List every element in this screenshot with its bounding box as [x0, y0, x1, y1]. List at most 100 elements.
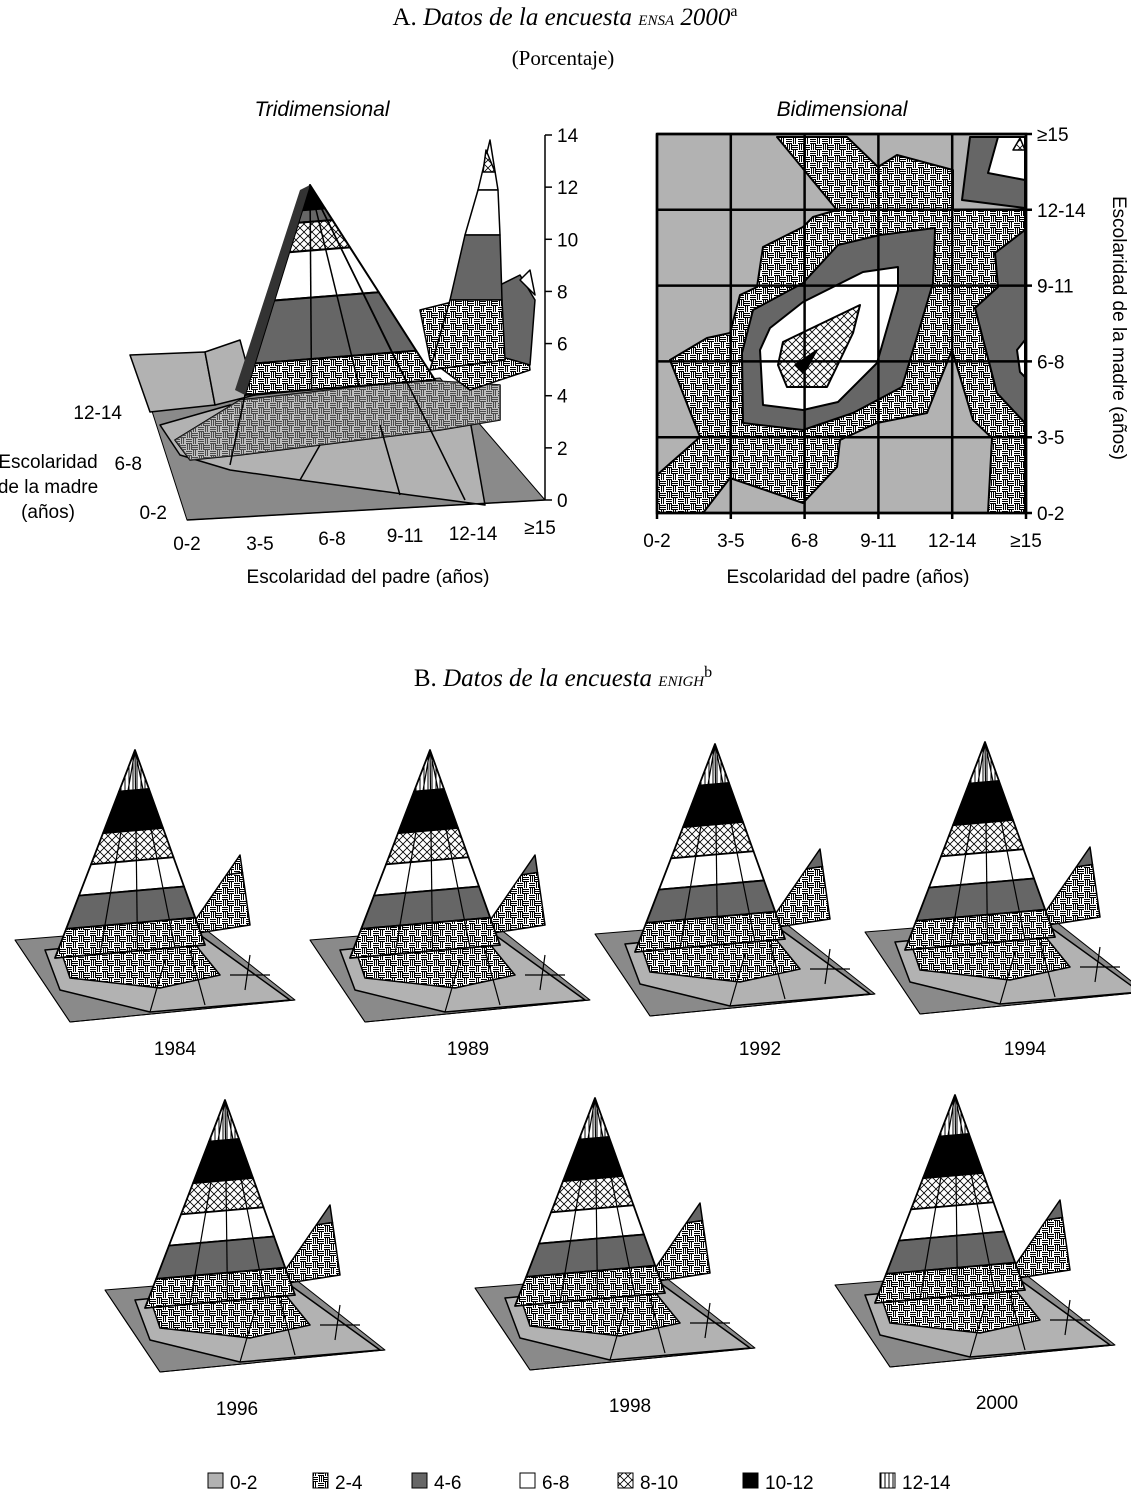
z-tick-label: 14 [557, 126, 579, 147]
plot-band-10-12 [397, 788, 459, 835]
plot-mesh-line [824, 948, 831, 985]
plot-band-10-12 [922, 1133, 984, 1180]
plot-mesh-line [334, 1304, 341, 1341]
plot-band-2-4 [54, 916, 206, 959]
enigh-surfaces: 1984 1989 1992 1994 1996 1998 2000 [14, 741, 1131, 1420]
legend-swatch-0-2 [207, 1472, 224, 1489]
plot-band-2-4 [274, 1221, 341, 1286]
plot-band-2-4 [644, 1219, 711, 1284]
plot-axis [104, 1289, 161, 1373]
plot-mesh-line [189, 949, 206, 1006]
y-tick-label: 12-14 [73, 403, 122, 424]
plot-band [315, 1204, 334, 1226]
legend-label: 10-12 [765, 1473, 814, 1493]
y-tick-label: 0-2 [140, 503, 167, 524]
plot-mesh-line [134, 749, 139, 951]
x-tick-label: 9-11 [387, 526, 424, 547]
plot-year-label: 1984 [154, 1039, 197, 1060]
plot-axis [364, 999, 591, 1023]
y-axis-label-3d-line3: (años) [21, 502, 75, 523]
plot-mesh-line [954, 1094, 996, 1293]
surface-band-6-8 [464, 189, 501, 236]
tridimensional-surface: 14 12 10 8 6 4 2 0 0-2 3-5 6-8 9-11 12-14 ≥15 12-14 6-8… [73, 126, 578, 555]
plot-mesh-line [679, 743, 716, 949]
plot-axis [474, 1287, 531, 1371]
plot-band-10-12 [102, 788, 164, 835]
plot-band-2-4 [874, 1261, 1026, 1304]
surface-shade [235, 185, 310, 395]
plot-mesh-line [279, 1299, 296, 1356]
plot-axis [864, 931, 921, 1015]
plot-band-2-4 [904, 908, 1056, 951]
plot-axis [14, 939, 71, 1023]
surface-patch-0-2 [129, 351, 216, 413]
enigh-plot [14, 749, 296, 1023]
enigh-plot [474, 1097, 756, 1371]
plot-mesh-line [609, 1307, 626, 1361]
legend-label: 4-6 [434, 1473, 461, 1493]
x-tick-label: 9-11 [860, 531, 897, 552]
surface-mesh-line [379, 424, 401, 496]
plot-mesh-line [149, 959, 166, 1013]
y-tick-label: 0-2 [1037, 504, 1064, 525]
legend-swatch-10-12 [742, 1472, 759, 1489]
plot-mesh-line [969, 1304, 986, 1358]
y-tick-label: 9-11 [1037, 277, 1074, 298]
enigh-plot [834, 1094, 1116, 1368]
plot-band-2-4 [144, 1266, 296, 1309]
plot-band-2-4 [1034, 863, 1101, 928]
legend-swatch-2-4 [312, 1472, 329, 1489]
surface-mesh-line [229, 394, 246, 466]
panel-b-title: B. Datos de la encuesta ENIGHb [414, 664, 712, 692]
panel-a-title: A. Datos de la encuesta ENSA 2000a [393, 3, 738, 31]
plot-mesh-line [239, 1309, 256, 1363]
enigh-plot [594, 743, 876, 1017]
plot-band-2-4 [479, 871, 546, 936]
plot-mesh-line [484, 949, 501, 1006]
z-tick-label: 0 [557, 491, 568, 512]
enigh-plot [104, 1099, 386, 1373]
surface-band-8-10 [482, 149, 496, 173]
plot-axis [594, 933, 651, 1017]
plot-axis [919, 992, 1131, 1015]
surface-patch-6-8 [519, 269, 536, 296]
plot-band-2-4 [634, 910, 786, 953]
plot-mesh-line [984, 741, 1026, 940]
plot-band-2-4 [1004, 1216, 1071, 1281]
bidimensional-contour: 0-2 ≥15 3-5 12-14 6-8 9-11 9-11 6-8 12-14 3-5 ≥15 0… [643, 125, 1086, 552]
y-tick-label: ≥15 [1037, 125, 1069, 146]
legend-swatch-12-14 [879, 1472, 896, 1489]
surface-mesh-line [299, 444, 321, 481]
plot-mesh-line [244, 954, 251, 991]
plot-mesh-line [1039, 941, 1056, 998]
contour-region-8-10 [1012, 137, 1026, 151]
x-tick-label: 0-2 [173, 534, 200, 555]
x-axis-label-2d: Escolaridad del padre (años) [727, 567, 970, 588]
plot-mesh-line [429, 749, 471, 948]
plot-band [1075, 846, 1094, 868]
plot-mesh-line [134, 749, 176, 948]
plot-mesh-line [1009, 1294, 1026, 1351]
plot-axis [69, 999, 296, 1023]
z-tick-label: 6 [557, 335, 568, 356]
plot-band [1045, 1199, 1064, 1221]
plot-year-label: 1994 [1004, 1039, 1047, 1060]
plot-band-2-4 [184, 871, 251, 936]
plot-mesh-line [539, 954, 546, 991]
plot-axis [159, 1349, 386, 1373]
z-tick-label: 12 [557, 178, 578, 199]
y-tick-label: 12-14 [1037, 201, 1086, 222]
plot-mesh-line [189, 1099, 226, 1305]
plot-band-10-12 [952, 780, 1014, 827]
plot-mesh-line [1064, 1299, 1071, 1336]
plot-band-10-12 [562, 1136, 624, 1183]
plot-band [685, 1202, 704, 1224]
plot-mesh-line [984, 741, 989, 943]
bidimensional-title: Bidimensional [777, 98, 909, 121]
x-tick-label: 12-14 [928, 531, 977, 552]
surface-shade [175, 380, 500, 460]
legend-swatch-4-6 [411, 1472, 428, 1489]
plot-year-label: 2000 [976, 1393, 1018, 1414]
x-tick-label: 3-5 [717, 531, 744, 552]
surface-mesh-line [309, 184, 313, 390]
